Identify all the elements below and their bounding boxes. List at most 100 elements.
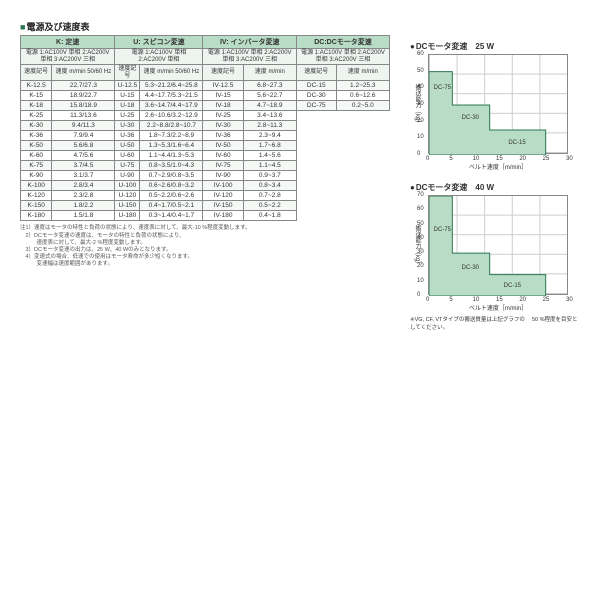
col-iv-power: 電源 1:AC100V 単相 2:AC200V 単相 3:AC200V 三相 bbox=[203, 49, 297, 65]
footnotes: 注1）速度はモータの特性と負荷の状態により、速度表に対して、最大-10 %程度変… bbox=[20, 225, 390, 268]
x-tick: 30 bbox=[566, 297, 573, 303]
cell: 22.7/27.3 bbox=[52, 81, 115, 91]
cell: K-18 bbox=[21, 101, 52, 111]
cell: U-25 bbox=[115, 111, 140, 121]
cell: 0.5~2.2/0.6~2.6 bbox=[140, 191, 203, 201]
x-tick: 0 bbox=[426, 156, 429, 162]
cell: 0.8~3.5/1.0~4.3 bbox=[140, 161, 203, 171]
table-row: K-604.7/5.6U-601.1~4.4/1.3~5.3IV-601.4~5… bbox=[21, 151, 390, 161]
cell: K-36 bbox=[21, 131, 52, 141]
cell: 1.2~25.3 bbox=[336, 81, 389, 91]
table-row: K-1815.8/18.9U-183.6~14.7/4.4~17.9IV-184… bbox=[21, 101, 390, 111]
x-tick: 10 bbox=[473, 297, 480, 303]
u-code-hdr: 速度記号 bbox=[115, 65, 140, 81]
cell: 2.8~11.3 bbox=[243, 121, 296, 131]
cell: IV-100 bbox=[203, 181, 243, 191]
col-dc-header: DC:DCモータ変速 bbox=[297, 36, 390, 49]
page-title: 電源及び速度表 bbox=[20, 20, 390, 33]
cell: 1.4~5.6 bbox=[243, 151, 296, 161]
cell: 2.3~9.4 bbox=[243, 131, 296, 141]
dc-code-hdr: 速度記号 bbox=[297, 65, 337, 81]
y-tick: 60 bbox=[417, 51, 424, 57]
table-row: K-753.7/4.5U-750.8~3.5/1.0~4.3IV-751.1~4… bbox=[21, 161, 390, 171]
x-tick: 15 bbox=[496, 297, 503, 303]
cell: IV-36 bbox=[203, 131, 243, 141]
chart-series-label: DC-15 bbox=[508, 140, 525, 146]
cell: 3.1/3.7 bbox=[52, 171, 115, 181]
chart-series-label: DC-15 bbox=[504, 283, 521, 289]
cell: U-12.5 bbox=[115, 81, 140, 91]
chart2-xlabel: ベルト速度［m/min］ bbox=[429, 303, 567, 312]
cell: 0.7~2.8 bbox=[243, 191, 296, 201]
cell: DC-75 bbox=[297, 101, 337, 111]
cell: 4.4~17.7/5.3~21.5 bbox=[140, 91, 203, 101]
chart1-xlabel: ベルト速度［m/min］ bbox=[429, 162, 567, 171]
cell: 0.4~1.8 bbox=[243, 211, 296, 221]
cell: 0.2~5.0 bbox=[336, 101, 389, 111]
table-row: K-505.6/6.8U-501.3~5.3/1.6~6.4IV-501.7~6… bbox=[21, 141, 390, 151]
u-unit-hdr: 速度 m/min 50/60 Hz bbox=[140, 65, 203, 81]
cell: K-75 bbox=[21, 161, 52, 171]
cell: IV-12.5 bbox=[203, 81, 243, 91]
col-iv-header: IV: インバータ変速 bbox=[203, 36, 297, 49]
y-tick: 10 bbox=[417, 134, 424, 140]
cell: K-120 bbox=[21, 191, 52, 201]
y-tick: 40 bbox=[417, 235, 424, 241]
x-tick: 10 bbox=[473, 156, 480, 162]
chart2-ylabel: 搬送能力［kg］ bbox=[413, 225, 422, 267]
cell: 6.8~27.3 bbox=[243, 81, 296, 91]
chart2-title: DCモータ変速 40 W bbox=[410, 182, 580, 193]
cell: U-30 bbox=[115, 121, 140, 131]
table-row: K-1501.8/2.2U-1500.4~1.7/0.5~2.1IV-1500.… bbox=[21, 201, 390, 211]
cell: IV-18 bbox=[203, 101, 243, 111]
chart-series-label: DC-30 bbox=[462, 265, 479, 271]
cell: 0.5~2.2 bbox=[243, 201, 296, 211]
speed-table: K: 定速 U: スピコン変速 IV: インバータ変速 DC:DCモータ変速 電… bbox=[20, 35, 390, 221]
cell: 0.3~1.4/0.4~1.7 bbox=[140, 211, 203, 221]
table-row: K-903.1/3.7U-900.7~2.9/0.8~3.5IV-900.9~3… bbox=[21, 171, 390, 181]
cell: IV-60 bbox=[203, 151, 243, 161]
cell: K-100 bbox=[21, 181, 52, 191]
cell: 7.9/9.4 bbox=[52, 131, 115, 141]
cell: IV-15 bbox=[203, 91, 243, 101]
chart-series-label: DC-75 bbox=[434, 227, 451, 233]
col-u-header: U: スピコン変速 bbox=[115, 36, 203, 49]
y-tick: 70 bbox=[417, 192, 424, 198]
cell: 0.9~3.7 bbox=[243, 171, 296, 181]
y-tick: 20 bbox=[417, 263, 424, 269]
cell: K-25 bbox=[21, 111, 52, 121]
x-tick: 25 bbox=[543, 297, 550, 303]
y-tick: 10 bbox=[417, 278, 424, 284]
cell: 0.6~2.6/0.8~3.2 bbox=[140, 181, 203, 191]
cell: U-100 bbox=[115, 181, 140, 191]
x-tick: 5 bbox=[449, 156, 452, 162]
cell: 2.6~10.6/3.2~12.9 bbox=[140, 111, 203, 121]
cell: 0.6~12.6 bbox=[336, 91, 389, 101]
cell: 3.4~13.6 bbox=[243, 111, 296, 121]
cell: IV-50 bbox=[203, 141, 243, 151]
y-tick: 30 bbox=[417, 249, 424, 255]
cell: IV-120 bbox=[203, 191, 243, 201]
cell: 1.5/1.8 bbox=[52, 211, 115, 221]
cell: U-36 bbox=[115, 131, 140, 141]
cell: IV-75 bbox=[203, 161, 243, 171]
cell: 2.8/3.4 bbox=[52, 181, 115, 191]
k-unit-hdr: 速度 m/min 50/60 Hz bbox=[52, 65, 115, 81]
cell: U-150 bbox=[115, 201, 140, 211]
cell: 5.6~22.7 bbox=[243, 91, 296, 101]
chart-series-label: DC-30 bbox=[462, 115, 479, 121]
cell: U-60 bbox=[115, 151, 140, 161]
y-tick: 40 bbox=[417, 84, 424, 90]
cell: K-30 bbox=[21, 121, 52, 131]
y-tick: 50 bbox=[417, 68, 424, 74]
cell: 2.3/2.8 bbox=[52, 191, 115, 201]
col-k-header: K: 定速 bbox=[21, 36, 115, 49]
table-row: K-1801.5/1.8U-1800.3~1.4/0.4~1.7IV-1800.… bbox=[21, 211, 390, 221]
cell: 3.7/4.5 bbox=[52, 161, 115, 171]
cell: IV-180 bbox=[203, 211, 243, 221]
cell: K-15 bbox=[21, 91, 52, 101]
cell: 2.2~8.8/2.8~10.7 bbox=[140, 121, 203, 131]
cell: K-12.5 bbox=[21, 81, 52, 91]
cell: U-75 bbox=[115, 161, 140, 171]
k-code-hdr: 速度記号 bbox=[21, 65, 52, 81]
